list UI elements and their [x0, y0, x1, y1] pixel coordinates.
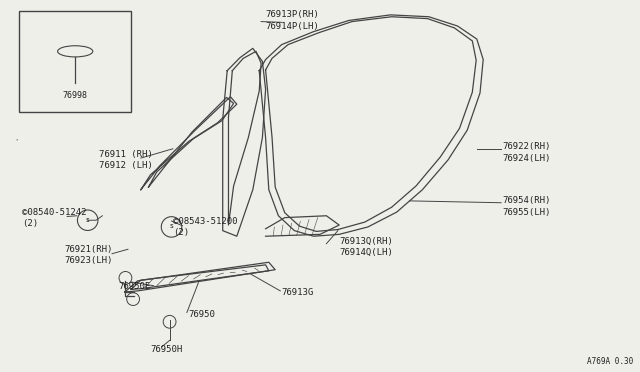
Text: 76950H: 76950H	[150, 345, 182, 354]
Text: 76913Q(RH)
76914Q(LH): 76913Q(RH) 76914Q(LH)	[339, 237, 393, 257]
Text: S: S	[170, 224, 173, 230]
Text: 76950E: 76950E	[118, 282, 150, 291]
Text: S: S	[86, 218, 90, 223]
Text: 76911 (RH)
76912 (LH): 76911 (RH) 76912 (LH)	[99, 150, 153, 170]
Text: 76954(RH)
76955(LH): 76954(RH) 76955(LH)	[502, 196, 551, 217]
Text: ’: ’	[15, 138, 17, 144]
Text: ©08543-51200
(2): ©08543-51200 (2)	[173, 217, 237, 237]
Text: 76922(RH)
76924(LH): 76922(RH) 76924(LH)	[502, 142, 551, 163]
Text: 76950: 76950	[189, 310, 216, 319]
Text: 76913P(RH)
76914P(LH): 76913P(RH) 76914P(LH)	[266, 10, 319, 31]
Text: A769A 0.30: A769A 0.30	[588, 357, 634, 366]
Text: 76998: 76998	[63, 92, 88, 100]
Text: ©08540-51242
(2): ©08540-51242 (2)	[22, 208, 87, 228]
Text: 76913G: 76913G	[282, 288, 314, 296]
Text: 76921(RH)
76923(LH): 76921(RH) 76923(LH)	[64, 245, 113, 265]
